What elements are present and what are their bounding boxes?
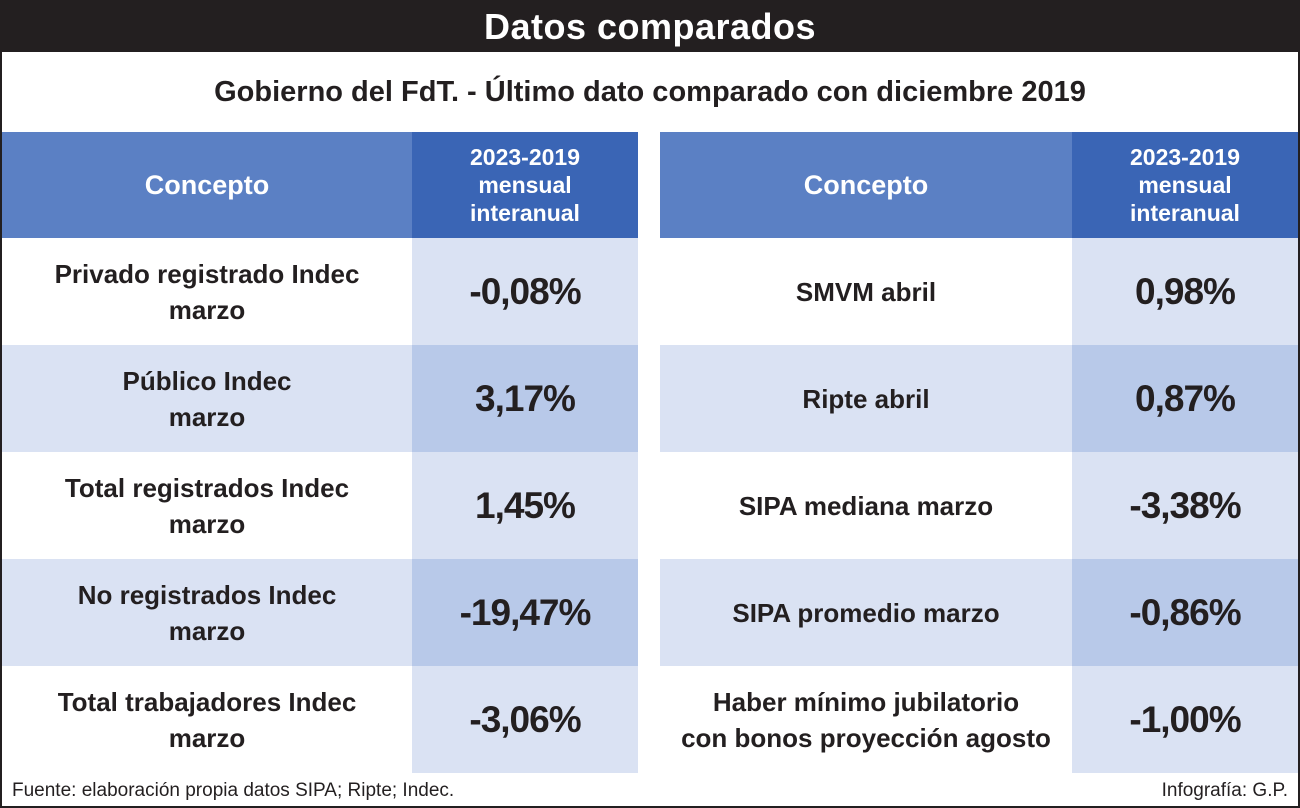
table-row: Total registrados Indec marzo 1,45%	[2, 452, 638, 559]
valor-cell: 3,17%	[412, 345, 638, 452]
credit-note: Infografía: G.P.	[1161, 780, 1288, 801]
header-valor: 2023-2019 mensual interanual	[412, 132, 638, 238]
concepto-cell: Ripte abril	[660, 345, 1072, 452]
concepto-cell: Haber mínimo jubilatorio con bonos proye…	[660, 666, 1072, 773]
header-concepto: Concepto	[660, 132, 1072, 238]
table-row: No registrados Indec marzo -19,47%	[2, 559, 638, 666]
concepto-cell: Total registrados Indec marzo	[2, 452, 412, 559]
header-valor: 2023-2019 mensual interanual	[1072, 132, 1298, 238]
chart-title: Datos comparados	[2, 2, 1298, 52]
valor-cell: -19,47%	[412, 559, 638, 666]
valor-cell: -3,38%	[1072, 452, 1298, 559]
valor-cell: -3,06%	[412, 666, 638, 773]
valor-cell: -0,08%	[412, 238, 638, 345]
table-row: Privado registrado Indec marzo -0,08%	[2, 238, 638, 345]
header-valor-label: 2023-2019 mensual interanual	[1130, 144, 1240, 226]
concepto-cell: Privado registrado Indec marzo	[2, 238, 412, 345]
valor-cell: 0,87%	[1072, 345, 1298, 452]
valor-cell: -0,86%	[1072, 559, 1298, 666]
concepto-cell: Público Indec marzo	[2, 345, 412, 452]
table-row: Ripte abril 0,87%	[660, 345, 1298, 452]
concepto-cell: SIPA promedio marzo	[660, 559, 1072, 666]
concepto-cell: Total trabajadores Indec marzo	[2, 666, 412, 773]
header-concepto: Concepto	[2, 132, 412, 238]
concepto-cell: SIPA mediana marzo	[660, 452, 1072, 559]
table-row: Total trabajadores Indec marzo -3,06%	[2, 666, 638, 773]
table-row: SIPA mediana marzo -3,38%	[660, 452, 1298, 559]
table-row: SIPA promedio marzo -0,86%	[660, 559, 1298, 666]
table-row: Público Indec marzo 3,17%	[2, 345, 638, 452]
valor-cell: 1,45%	[412, 452, 638, 559]
concepto-cell: SMVM abril	[660, 238, 1072, 345]
valor-cell: 0,98%	[1072, 238, 1298, 345]
header-valor-label: 2023-2019 mensual interanual	[470, 144, 580, 226]
table-row: Haber mínimo jubilatorio con bonos proye…	[660, 666, 1298, 773]
table-row: SMVM abril 0,98%	[660, 238, 1298, 345]
source-note: Fuente: elaboración propia datos SIPA; R…	[12, 780, 455, 801]
concepto-cell: No registrados Indec marzo	[2, 559, 412, 666]
chart-subtitle: Gobierno del FdT. - Último dato comparad…	[214, 76, 1086, 108]
valor-cell: -1,00%	[1072, 666, 1298, 773]
